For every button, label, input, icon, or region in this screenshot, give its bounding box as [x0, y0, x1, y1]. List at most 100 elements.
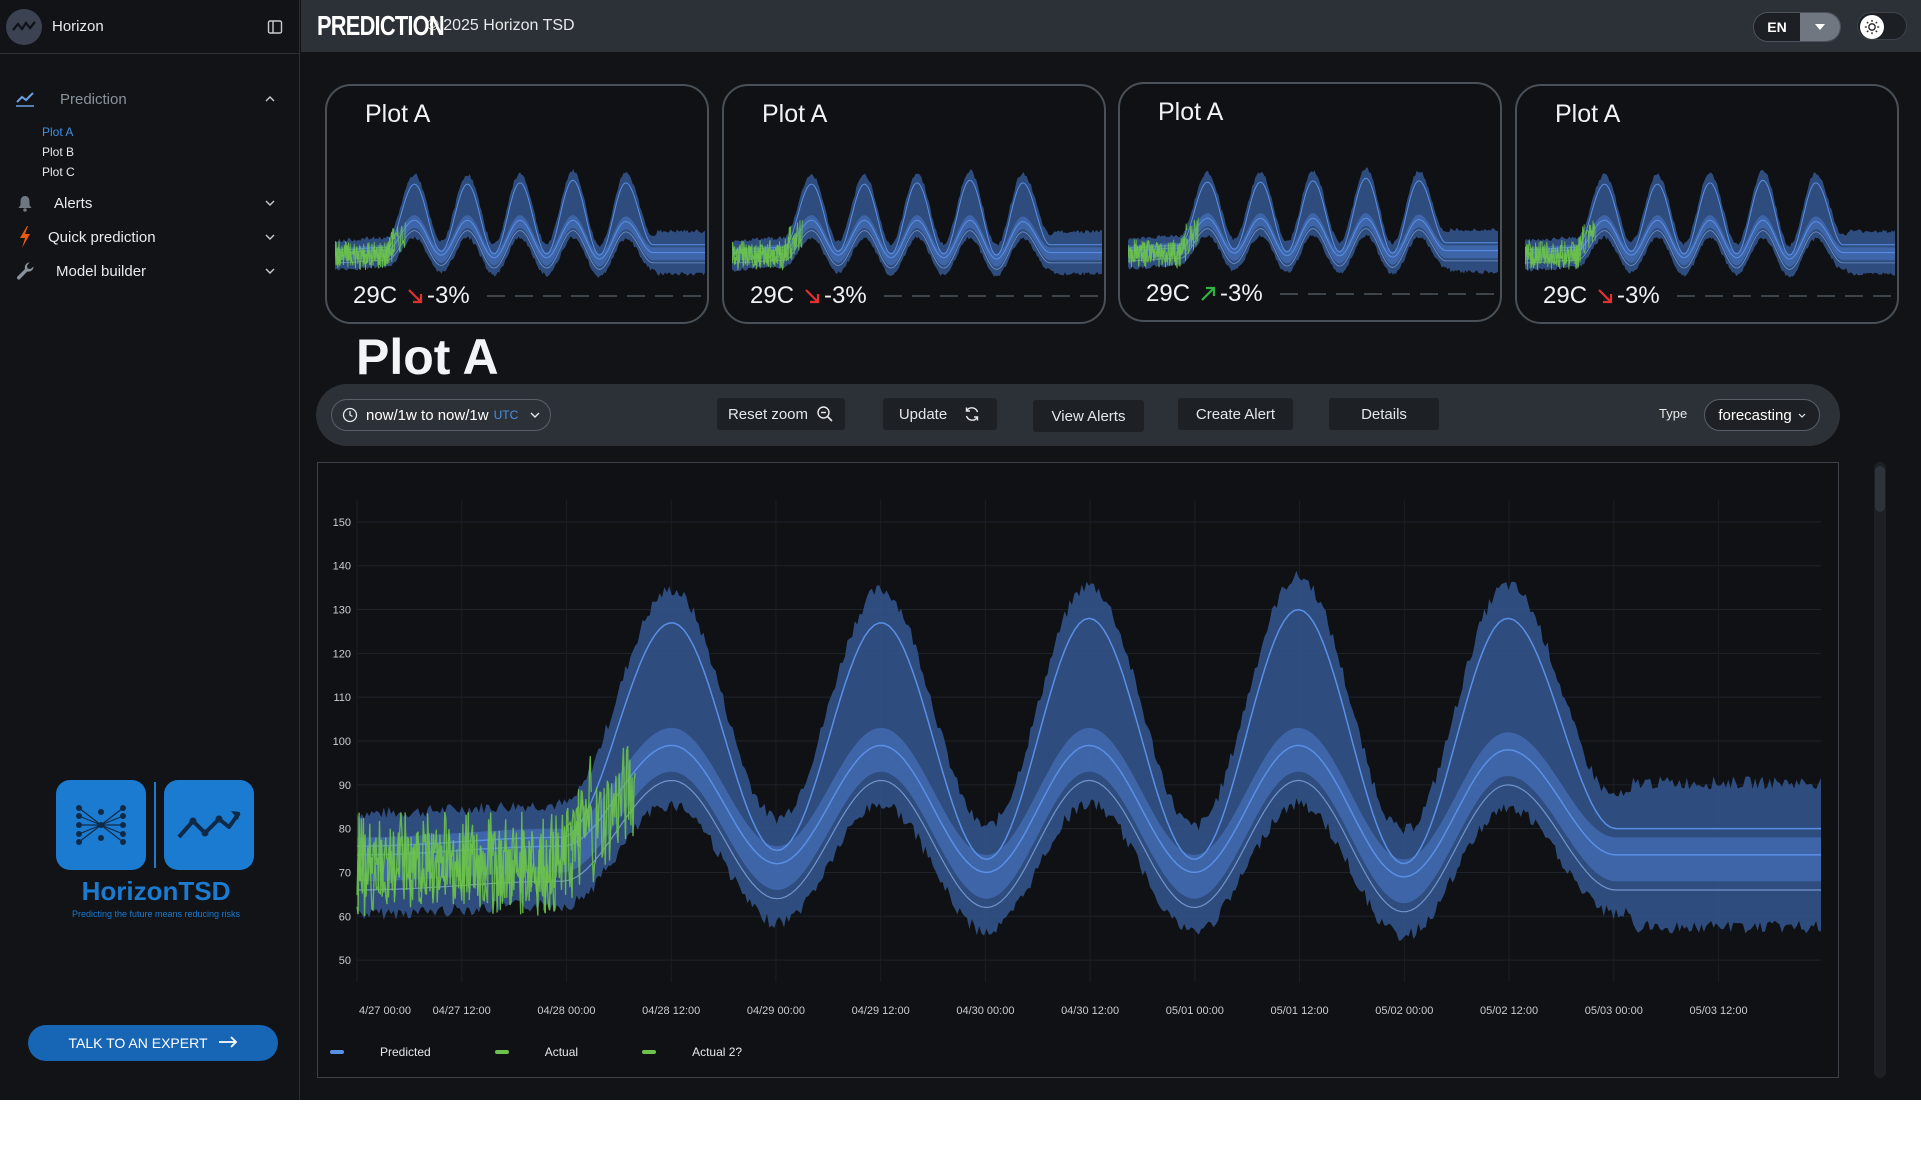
zoom-out-icon: [816, 405, 834, 423]
x-tick-label: 05/03 12:00: [1689, 1005, 1747, 1017]
trend-chart-icon: [164, 780, 254, 870]
view-alerts-label: View Alerts: [1051, 407, 1126, 425]
view-alerts-button[interactable]: View Alerts: [1033, 400, 1144, 432]
trend-down-icon: [1595, 286, 1615, 306]
card-footer: 29C -3%: [1543, 282, 1660, 310]
sidebar-item-prediction[interactable]: Prediction: [0, 82, 299, 116]
x-tick-label: 04/28 00:00: [537, 1005, 595, 1017]
legend-item-actual[interactable]: Actual: [494, 1045, 578, 1059]
card-title: Plot A: [1555, 100, 1621, 128]
talk-to-expert-button[interactable]: TALK TO AN EXPERT: [28, 1025, 278, 1061]
reset-zoom-button[interactable]: Reset zoom: [717, 398, 845, 430]
prediction-subitems: Plot A Plot B Plot C: [0, 116, 299, 186]
legend-item-actual-2[interactable]: Actual 2?: [642, 1045, 742, 1059]
card-footer: 29C -3%: [750, 282, 867, 310]
x-tick-label: 04/28 12:00: [642, 1005, 700, 1017]
sidebar-item-alerts[interactable]: Alerts: [0, 186, 299, 220]
reset-zoom-label: Reset zoom: [727, 405, 809, 423]
trend-up-icon: [1198, 284, 1218, 304]
sidebar-item-label: Prediction: [60, 90, 127, 108]
theme-toggle[interactable]: [1857, 12, 1907, 40]
legend-swatch: [642, 1050, 657, 1054]
bell-icon: [14, 192, 36, 214]
chart-legend: Predicted Actual Actual 2?: [330, 1045, 806, 1059]
timezone-label: UTC: [493, 408, 519, 422]
predicted-inner-band: [1128, 213, 1498, 265]
chevron-down-icon[interactable]: [263, 230, 277, 244]
arrow-right-icon: [218, 1035, 238, 1051]
plot-card[interactable]: Plot A 29C -3%: [325, 84, 709, 324]
chart-toolbar: now/1w to now/1w UTC Reset zoom Update V…: [316, 384, 1840, 446]
x-tick-label: 05/01 00:00: [1166, 1005, 1224, 1017]
card-change: -3%: [427, 282, 470, 309]
sidebar-item-quick-prediction[interactable]: Quick prediction: [0, 220, 299, 254]
predicted-inner-band: [1525, 215, 1895, 267]
type-value: forecasting: [1718, 406, 1792, 424]
legend-swatch: [330, 1050, 344, 1054]
card-title: Plot A: [365, 100, 431, 128]
actual-2-line: [356, 756, 592, 899]
chart-canvas[interactable]: 50 60 70 80 90 100 110 120 130 140 150 4/27 00:00 04…: [318, 463, 1838, 1077]
language-selector[interactable]: EN: [1753, 12, 1841, 42]
language-value[interactable]: EN: [1754, 13, 1800, 41]
copyright-text: © 2025 Horizon TSD: [427, 17, 575, 34]
create-alert-button[interactable]: Create Alert: [1178, 398, 1293, 430]
trend-down-icon: [405, 286, 425, 306]
actual-2-line: [335, 228, 395, 266]
sidebar: Horizon Prediction Plot A Plot B Plot C: [0, 0, 300, 1100]
details-button[interactable]: Details: [1329, 398, 1439, 430]
predicted-lower-line: [357, 779, 1821, 913]
plot-card[interactable]: Plot A 29C -3%: [1118, 82, 1502, 322]
vertical-scrollbar[interactable]: [1874, 462, 1886, 1078]
predicted-upper-line: [335, 179, 705, 256]
sidebar-subitem-plot-c[interactable]: Plot C: [42, 165, 75, 179]
legend-label: Predicted: [380, 1045, 431, 1059]
legend-label: Actual 2?: [692, 1045, 743, 1059]
plot-card[interactable]: Plot A 29C -3%: [722, 84, 1106, 324]
sidebar-nav: Prediction Plot A Plot B Plot C Alerts: [0, 54, 299, 288]
card-footer: 29C -3%: [1146, 280, 1263, 308]
sidebar-subitem-plot-b[interactable]: Plot B: [42, 145, 75, 159]
legend-swatch: [494, 1050, 509, 1054]
sidebar-item-label: Model builder: [56, 262, 147, 280]
x-tick-label: 05/02 12:00: [1480, 1005, 1538, 1017]
y-tick-label: 60: [339, 911, 351, 923]
card-title: Plot A: [762, 100, 828, 128]
brand-logo-icon[interactable]: [6, 8, 42, 45]
main-chart[interactable]: 50 60 70 80 90 100 110 120 130 140 150 4/27 00:00 04…: [317, 462, 1839, 1078]
chevron-down-icon[interactable]: [1800, 13, 1840, 41]
predicted-upper-line: [1128, 177, 1498, 254]
chevron-down-icon[interactable]: [263, 264, 277, 278]
details-label: Details: [1361, 405, 1407, 423]
x-tick-label: 05/03 00:00: [1585, 1005, 1643, 1017]
scrollbar-thumb[interactable]: [1875, 466, 1885, 512]
brand-row: Horizon: [0, 0, 299, 54]
lightning-icon: [14, 226, 36, 248]
sidebar-item-model-builder[interactable]: Model builder: [0, 254, 299, 288]
neural-network-icon: [56, 780, 146, 870]
predicted-line: [1525, 219, 1895, 260]
mini-chart: [1128, 167, 1498, 275]
sidebar-subitem-plot-a[interactable]: Plot A: [42, 125, 74, 139]
plot-card[interactable]: Plot A 29C -3%: [1515, 84, 1899, 324]
logo-tagline: Predicting the future means reducing ris…: [71, 909, 241, 919]
chevron-up-icon[interactable]: [263, 92, 277, 106]
legend-item-predicted[interactable]: Predicted: [330, 1045, 431, 1059]
y-tick-label: 120: [333, 648, 351, 660]
time-range-picker[interactable]: now/1w to now/1w UTC: [331, 399, 551, 431]
brand-name: Horizon: [52, 18, 104, 35]
type-select[interactable]: forecasting: [1704, 399, 1820, 431]
logo-text: HorizonTSD: [81, 876, 231, 906]
update-label: Update: [898, 405, 948, 423]
sidebar-toggle-icon[interactable]: [263, 15, 287, 39]
sidebar-item-label: Quick prediction: [48, 228, 156, 246]
mini-axis-ticks: [487, 295, 701, 297]
card-change: -3%: [1220, 280, 1263, 307]
card-temperature: 29C: [353, 282, 398, 309]
chevron-down-icon[interactable]: [263, 196, 277, 210]
x-tick-label: 05/01 12:00: [1271, 1005, 1329, 1017]
update-button[interactable]: Update: [883, 398, 997, 430]
actual-line: [732, 220, 803, 272]
x-tick-label: 4/27 00:00: [359, 1005, 411, 1017]
x-tick-label: 04/29 12:00: [852, 1005, 910, 1017]
